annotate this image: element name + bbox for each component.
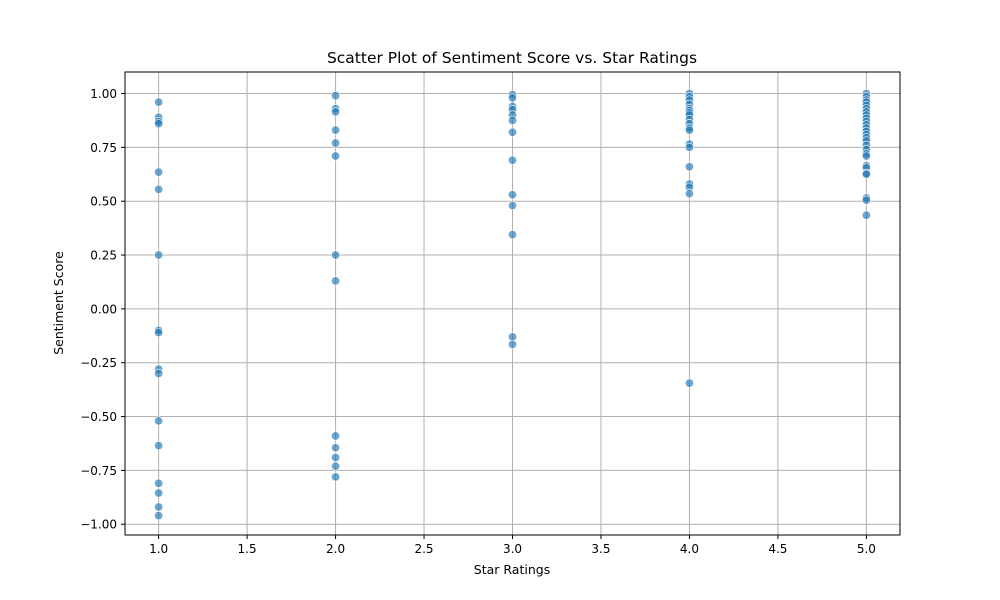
y-tick-label: 0.75 bbox=[90, 141, 117, 155]
data-point bbox=[684, 142, 694, 152]
data-point bbox=[331, 452, 341, 462]
x-axis-label: Star Ratings bbox=[474, 562, 550, 577]
data-point bbox=[684, 378, 694, 388]
data-point bbox=[507, 115, 517, 125]
data-point bbox=[331, 431, 341, 441]
data-point bbox=[331, 443, 341, 453]
x-tick-label: 1.0 bbox=[149, 542, 168, 556]
data-point bbox=[154, 119, 164, 129]
data-point bbox=[154, 511, 164, 521]
data-point bbox=[331, 250, 341, 260]
data-point bbox=[331, 107, 341, 117]
x-tick-label: 3.0 bbox=[503, 542, 522, 556]
data-point bbox=[861, 210, 871, 220]
data-point bbox=[154, 97, 164, 107]
data-point bbox=[507, 190, 517, 200]
y-tick-label: −0.50 bbox=[80, 410, 117, 424]
data-points bbox=[154, 89, 871, 521]
chart-title: Scatter Plot of Sentiment Score vs. Star… bbox=[327, 49, 697, 67]
data-point bbox=[507, 339, 517, 349]
data-point bbox=[331, 91, 341, 101]
data-point bbox=[154, 441, 164, 451]
x-tick-label: 2.5 bbox=[414, 542, 433, 556]
grid bbox=[125, 72, 900, 535]
y-tick-label: 0.50 bbox=[90, 195, 117, 209]
data-point bbox=[331, 461, 341, 471]
data-point bbox=[154, 502, 164, 512]
x-tick-label: 3.5 bbox=[591, 542, 610, 556]
data-point bbox=[507, 230, 517, 240]
data-point bbox=[154, 250, 164, 260]
data-point bbox=[861, 195, 871, 205]
x-tick-label: 4.0 bbox=[680, 542, 699, 556]
y-axis-label: Sentiment Score bbox=[51, 251, 66, 355]
data-point bbox=[684, 162, 694, 172]
data-point bbox=[684, 125, 694, 135]
data-point bbox=[154, 184, 164, 194]
y-tick-label: −1.00 bbox=[80, 518, 117, 532]
data-point bbox=[154, 488, 164, 498]
data-point bbox=[331, 138, 341, 148]
y-tick-label: 0.00 bbox=[90, 302, 117, 316]
y-tick-label: 0.25 bbox=[90, 249, 117, 263]
y-tick-label: −0.75 bbox=[80, 464, 117, 478]
y-axis-ticks: 1.00 0.75 0.50 0.25 0.00 −0.25 −0.50 −0.75 −1.00 bbox=[80, 87, 125, 532]
data-point bbox=[154, 368, 164, 378]
data-point bbox=[507, 155, 517, 165]
data-point bbox=[331, 125, 341, 135]
x-axis-ticks: 1.0 1.5 2.0 2.5 3.0 3.5 4.0 4.5 5.0 bbox=[149, 535, 876, 556]
data-point bbox=[507, 201, 517, 211]
data-point bbox=[154, 416, 164, 426]
y-tick-label: 1.00 bbox=[90, 87, 117, 101]
data-point bbox=[331, 151, 341, 161]
x-tick-label: 1.5 bbox=[238, 542, 257, 556]
data-point bbox=[154, 478, 164, 488]
data-point bbox=[507, 93, 517, 103]
data-point bbox=[331, 472, 341, 482]
y-tick-label: −0.25 bbox=[80, 356, 117, 370]
data-point bbox=[154, 167, 164, 177]
data-point bbox=[684, 189, 694, 199]
x-tick-label: 4.5 bbox=[768, 542, 787, 556]
x-tick-label: 5.0 bbox=[857, 542, 876, 556]
data-point bbox=[507, 332, 517, 342]
data-point bbox=[861, 169, 871, 179]
data-point bbox=[507, 127, 517, 137]
data-point bbox=[331, 276, 341, 286]
data-point bbox=[861, 151, 871, 161]
x-tick-label: 2.0 bbox=[326, 542, 345, 556]
data-point bbox=[154, 328, 164, 338]
